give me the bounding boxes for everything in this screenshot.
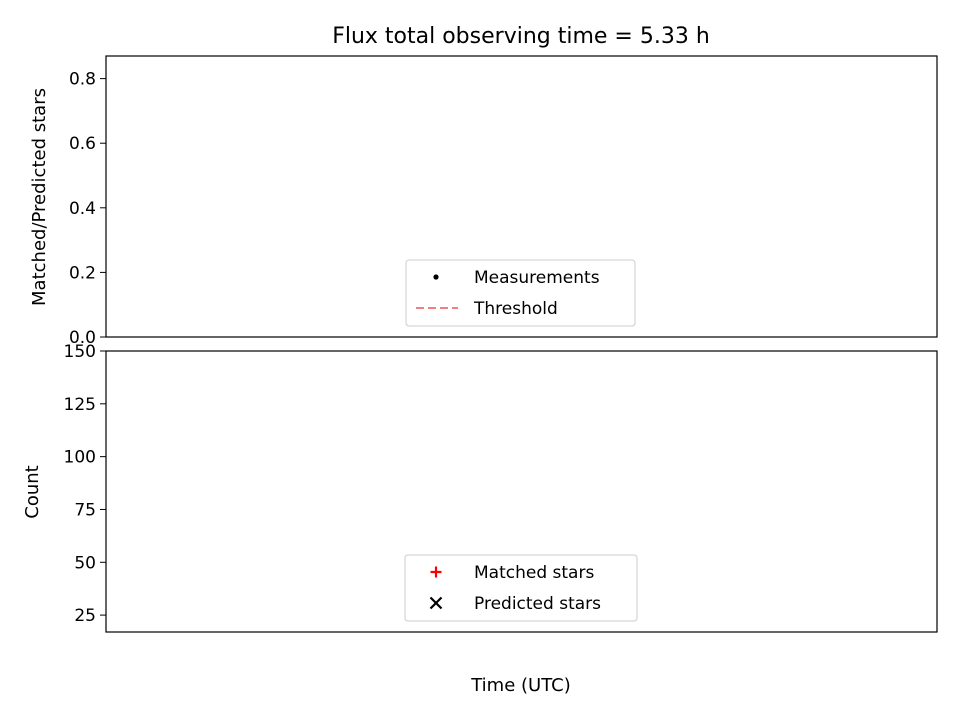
top-legend: Measurements Threshold: [405, 259, 636, 327]
legend-matched-label: Matched stars: [474, 563, 594, 583]
matched-star-point: [430, 566, 442, 578]
y-tick-label: 50: [74, 553, 96, 573]
bottom-legend-box: [404, 554, 638, 622]
y-tick-label: 75: [74, 500, 96, 520]
top-panel: 0.0 0.2 0.4 0.6 0.8 Measurements Threshold: [69, 55, 938, 348]
bottom-y-axis-label: Count: [22, 465, 43, 518]
top-y-axis-label: Matched/Predicted stars: [29, 88, 50, 306]
y-tick-label: 150: [64, 342, 96, 362]
top-legend-box: [405, 259, 636, 327]
legend-measurements-label: Measurements: [474, 268, 600, 288]
x-axis-label: Time (UTC): [470, 675, 571, 696]
y-tick-label: 25: [74, 606, 96, 626]
bottom-panel: 25507510012515021:0022:0023:0000:0001:00…: [64, 342, 938, 633]
y-tick-label: 100: [64, 448, 96, 468]
y-tick-label: 0.0: [69, 328, 96, 348]
legend-threshold-label: Threshold: [473, 299, 558, 319]
chart-title: Flux total observing time = 5.33 h: [332, 24, 710, 49]
y-tick-label: 0.2: [69, 263, 96, 283]
legend-predicted-label: Predicted stars: [474, 594, 601, 614]
y-tick-label: 0.6: [69, 134, 96, 154]
bottom-legend: Matched stars Predicted stars: [404, 554, 638, 622]
axes-frame: [105, 350, 938, 633]
y-tick-label: 0.4: [69, 199, 96, 219]
y-tick-label: 0.8: [69, 70, 96, 90]
axes-frame: [105, 55, 938, 338]
legend-measurement-marker: [433, 274, 439, 280]
predicted-star-point: [429, 596, 443, 610]
y-tick-label: 125: [64, 395, 96, 415]
